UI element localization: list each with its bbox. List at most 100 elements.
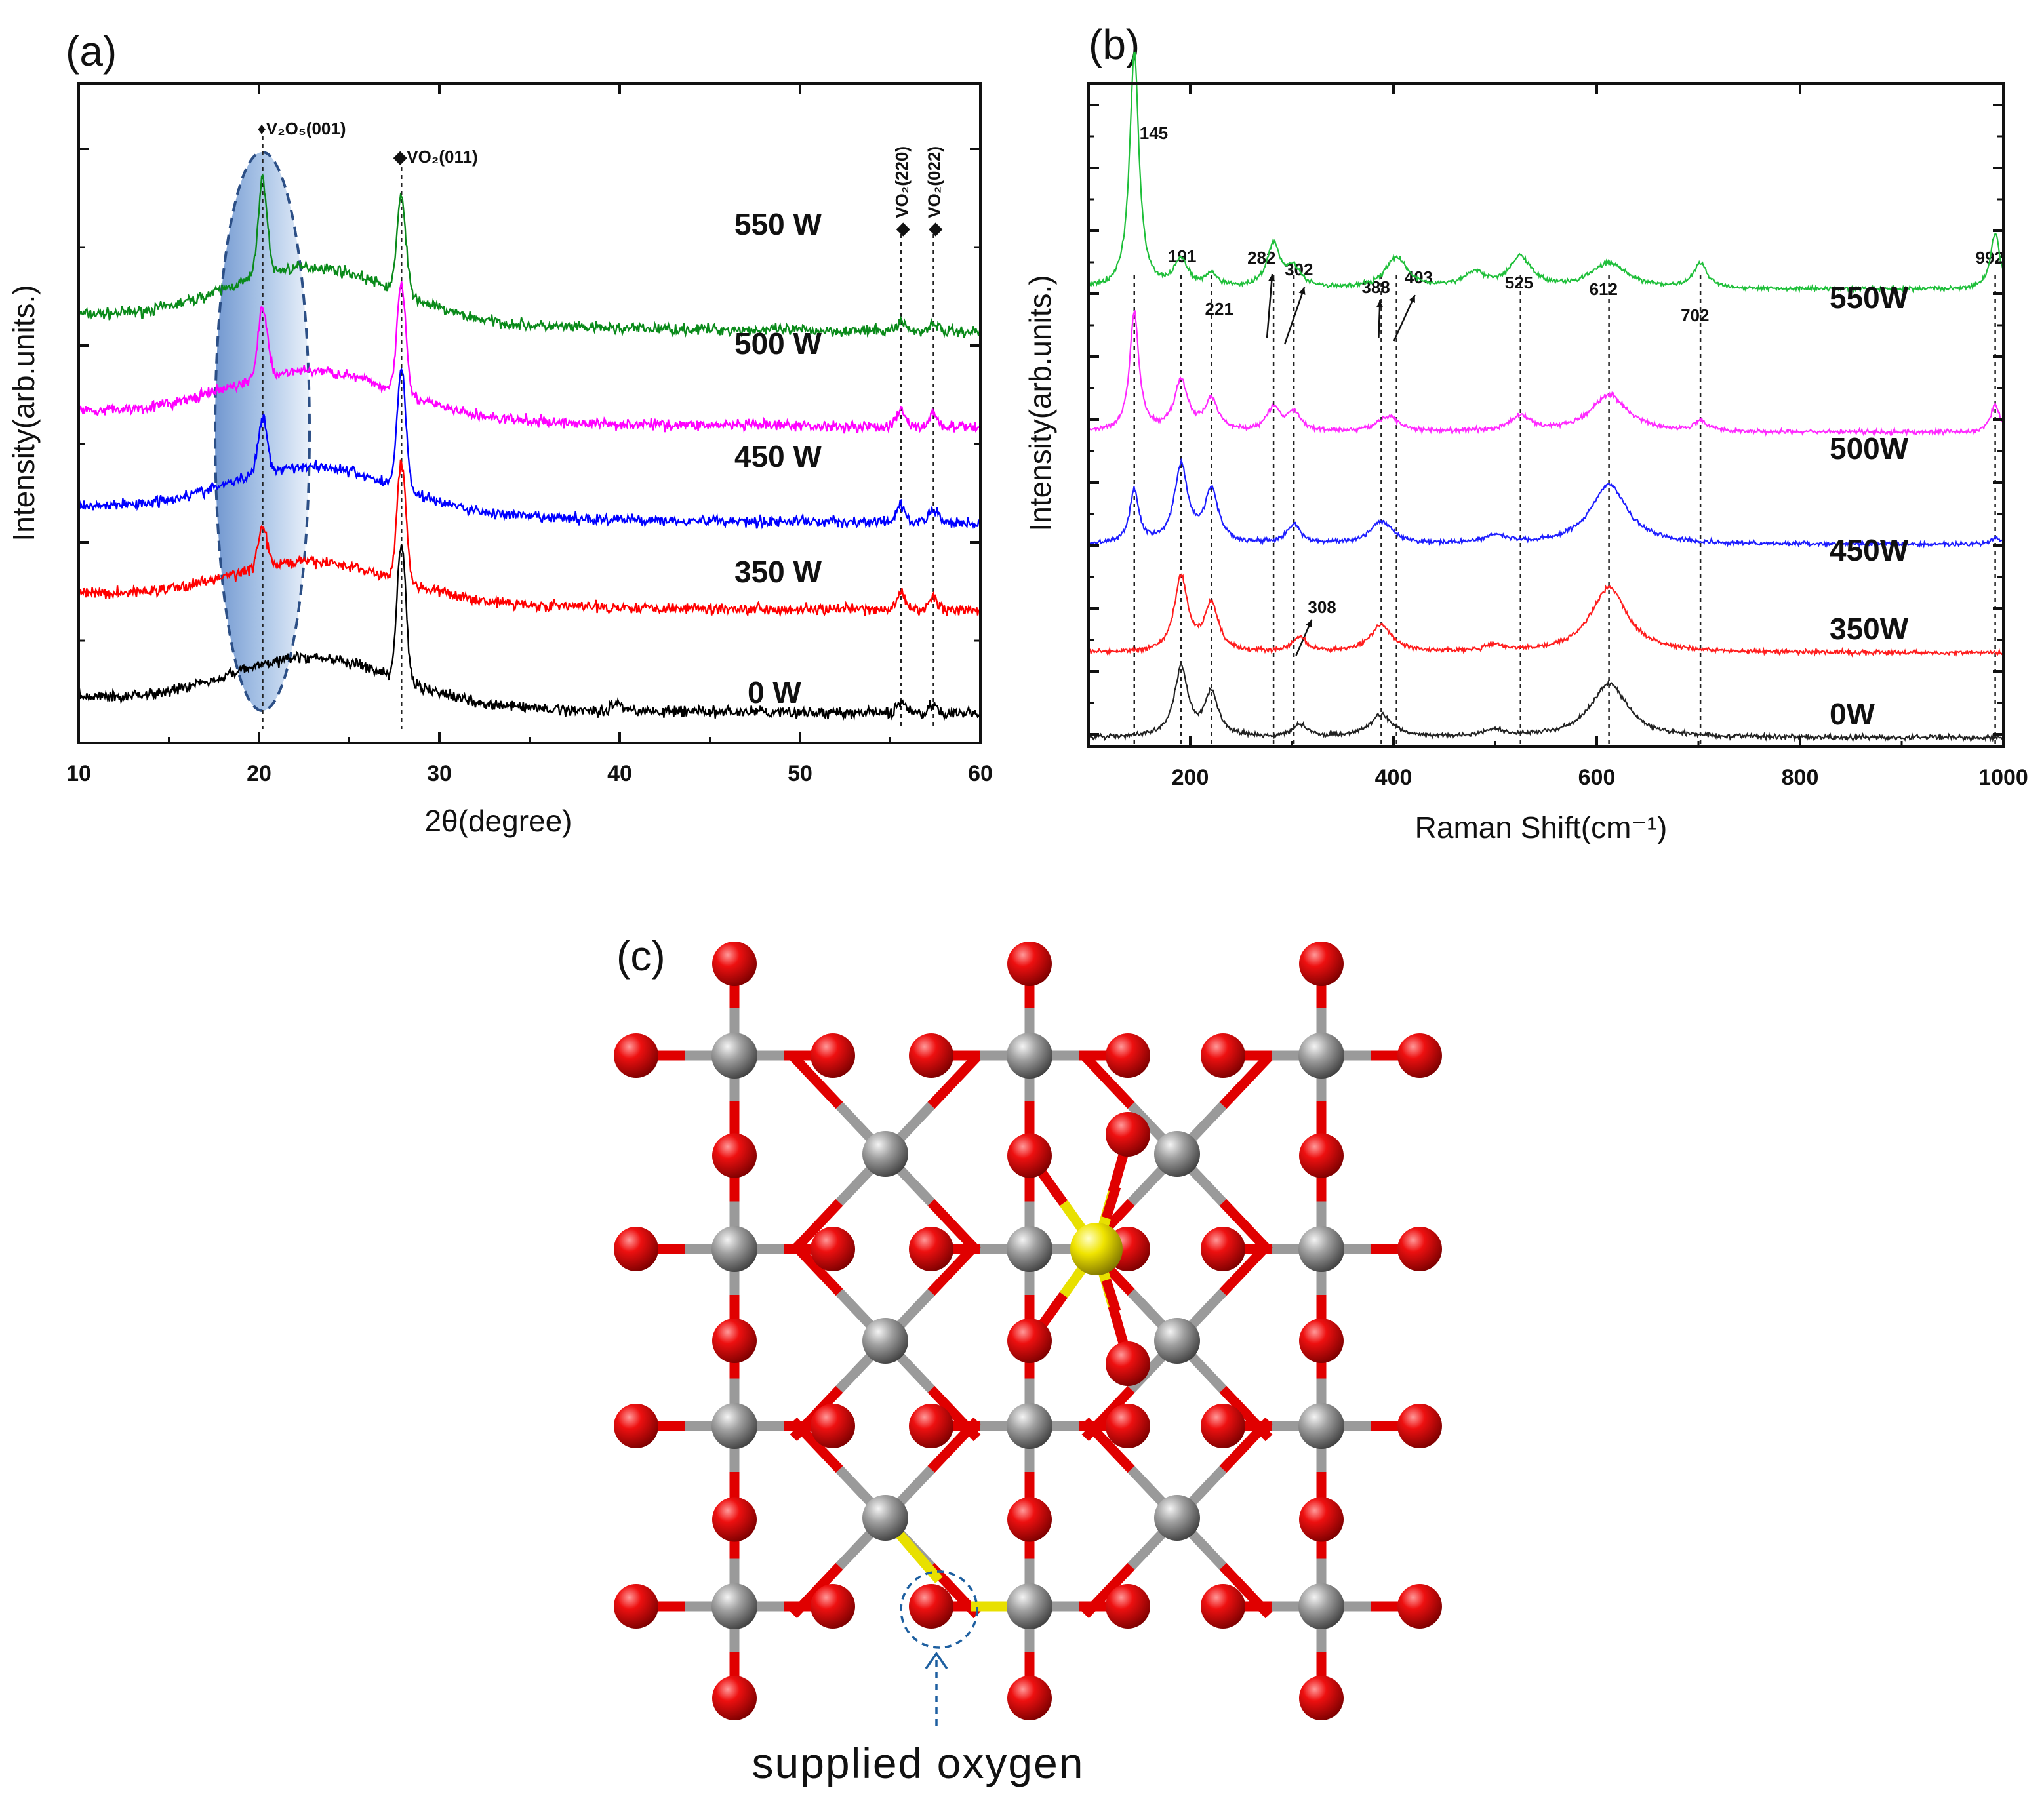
panel-b-series-550w <box>1088 51 2005 294</box>
oxygen-atom <box>614 1033 658 1078</box>
oxygen-atom <box>614 1404 658 1448</box>
bond <box>790 1240 843 1296</box>
oxygen-atom <box>811 1227 855 1271</box>
bond <box>1219 1053 1273 1109</box>
oxygen-atom <box>811 1033 855 1078</box>
panel-b-arrow <box>1393 294 1416 342</box>
panel-a-xrd: (a) ♦V₂O₅(001) ◆VO₂(011) ◆ VO₂(220) ◆ VO₂(0… <box>7 28 993 838</box>
oxygen-atom <box>1397 1584 1442 1629</box>
bond <box>927 1053 981 1109</box>
panel-b-arrow-head <box>1306 620 1312 627</box>
panel-b-xlabel: Raman Shift(cm⁻¹) <box>1415 810 1668 844</box>
bond <box>1081 1562 1135 1619</box>
panel-b-series-label: 450W <box>1830 533 1909 567</box>
oxygen-atom <box>1106 1404 1150 1448</box>
panel-b-ylabel: Intensity(arb.units.) <box>1023 275 1057 531</box>
oxygen-atom <box>1007 1497 1052 1542</box>
panel-b-arrow-head <box>1298 287 1306 295</box>
panel-a-xlabel: 2θ(degree) <box>424 804 572 838</box>
callout-arrow-head <box>925 1651 948 1669</box>
vo2-011-annotation: ◆VO₂(011) <box>393 147 477 167</box>
panel-a-series-label: 550 W <box>734 207 822 241</box>
panel-a-series-label: 350 W <box>734 555 822 589</box>
vanadium-atom <box>1007 1583 1052 1629</box>
panel-b-xtick-label: 600 <box>1578 765 1616 790</box>
panel-b-series-label: 350W <box>1830 612 1909 646</box>
panel-b-series-label: 0W <box>1830 697 1875 731</box>
panel-b-peak-label: 308 <box>1308 597 1336 617</box>
oxygen-atom <box>1299 1319 1344 1363</box>
bond <box>790 1562 843 1619</box>
oxygen-atom <box>1299 942 1344 986</box>
vanadium-atom <box>862 1495 908 1541</box>
panel-b-arrow-head <box>1268 274 1275 282</box>
oxygen-atom <box>1201 1033 1245 1078</box>
panel-b-arrow-head <box>1376 300 1384 307</box>
vanadium-atom <box>711 1226 757 1272</box>
oxygen-atom <box>1397 1227 1442 1271</box>
oxygen-atom <box>811 1584 855 1629</box>
vanadium-atom <box>711 1403 757 1449</box>
vo2-220-annotation: ◆ VO₂(220) <box>892 146 912 237</box>
panel-b-series-label: 500W <box>1830 431 1909 466</box>
panel-b-peak-label: 191 <box>1168 247 1196 266</box>
vanadium-atom <box>1154 1495 1200 1541</box>
vanadium-atom <box>1298 1226 1344 1272</box>
panel-b-peak-label: 525 <box>1505 273 1533 292</box>
panel-b-xtick-label: 800 <box>1782 765 1819 790</box>
oxygen-atom <box>909 1584 953 1629</box>
bond <box>1219 1562 1273 1619</box>
panel-b-label: (b) <box>1089 21 1140 68</box>
panel-c-structure: (c) supplied oxygen <box>614 932 1442 1787</box>
bond <box>927 1240 981 1296</box>
bond <box>790 1199 843 1255</box>
oxygen-atom <box>712 1319 757 1363</box>
panel-b-series-0w <box>1088 664 2004 743</box>
panel-a-xtick-label: 20 <box>247 761 271 786</box>
panel-a-series-label: 0 W <box>748 675 801 709</box>
panel-a-xtick-label: 30 <box>427 761 452 786</box>
panel-a-series-label: 500 W <box>734 327 822 361</box>
oxygen-atom <box>1007 1133 1052 1178</box>
vanadium-atom <box>1298 1583 1344 1629</box>
vanadium-atom <box>1007 1403 1052 1449</box>
oxygen-atom <box>1201 1404 1245 1448</box>
bond <box>1101 1185 1121 1220</box>
panel-a-ylabel: Intensity(arb.units.) <box>7 285 41 541</box>
oxygen-atom <box>1106 1033 1150 1078</box>
bond <box>1219 1240 1273 1296</box>
vanadium-atom <box>862 1131 908 1177</box>
panel-a-xtick-label: 10 <box>66 761 91 786</box>
oxygen-atom <box>614 1584 658 1629</box>
oxygen-atom <box>1007 942 1052 986</box>
oxygen-atom <box>1299 1133 1344 1178</box>
panel-a-xtick-label: 40 <box>607 761 632 786</box>
oxygen-atom <box>712 942 757 986</box>
bond <box>927 1417 981 1473</box>
vanadium-atom <box>1298 1403 1344 1449</box>
supplied-oxygen-ring <box>900 1570 978 1649</box>
bond <box>1081 1053 1135 1109</box>
panel-b-arrow <box>1283 287 1306 345</box>
oxygen-atom <box>909 1227 953 1271</box>
panel-a-series-label: 450 W <box>734 439 822 473</box>
v2o5-001-annotation: ♦V₂O₅(001) <box>258 119 346 138</box>
oxygen-atom <box>1201 1227 1245 1271</box>
oxygen-atom <box>1007 1676 1052 1720</box>
oxygen-atom <box>1106 1341 1150 1386</box>
panel-a-xtick-label: 60 <box>968 761 993 786</box>
panel-b-xtick-label: 1000 <box>1978 765 2028 790</box>
panel-b-frame <box>1087 82 2005 748</box>
panel-c-label: (c) <box>616 932 666 980</box>
oxygen-atom <box>712 1676 757 1720</box>
panel-b-xtick-label: 400 <box>1375 765 1413 790</box>
vanadium-atom <box>1154 1131 1200 1177</box>
panel-b-series-450w <box>1087 457 2004 549</box>
bond <box>1101 1279 1121 1313</box>
bond <box>1081 1417 1135 1473</box>
oxygen-atom <box>712 1133 757 1178</box>
panel-a-xtick-label: 50 <box>788 761 812 786</box>
panel-b-peak-label: 145 <box>1140 123 1168 143</box>
panel-a-series-350w <box>77 459 981 618</box>
